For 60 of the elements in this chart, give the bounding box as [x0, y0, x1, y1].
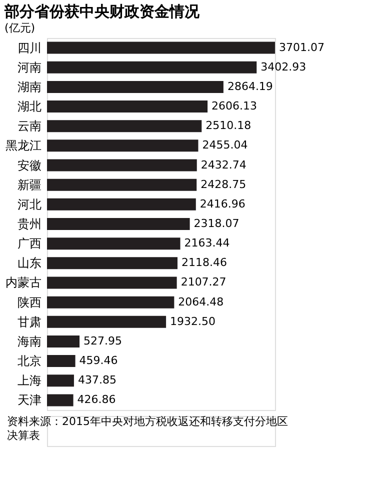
y-tick-label: 北京: [18, 354, 42, 368]
y-tick-label: 黑龙江: [6, 138, 42, 153]
data-label: 3402.93: [260, 60, 306, 74]
bar: [47, 355, 76, 368]
y-tick-label: 陕西: [18, 295, 42, 310]
data-label: 2510.18: [206, 119, 252, 132]
bar: [47, 178, 197, 191]
data-label: 2318.07: [194, 217, 240, 230]
bar: [47, 276, 177, 289]
y-tick-label: 四川: [18, 40, 42, 55]
y-tick-label: 内蒙古: [6, 276, 42, 290]
bar: [47, 218, 190, 230]
data-label: 2064.48: [178, 295, 224, 308]
bar: [47, 257, 178, 270]
data-label: 3701.07: [279, 40, 324, 54]
bar: [47, 100, 208, 113]
bar: [47, 296, 174, 308]
y-tick-label: 安徽: [18, 158, 42, 172]
y-tick-label: 甘肃: [18, 314, 42, 329]
chart-title: 部分省份获中央财政资金情况: [4, 2, 200, 20]
bar: [47, 198, 196, 210]
data-label: 459.46: [79, 354, 118, 368]
y-tick-label: 广西: [18, 236, 42, 251]
y-tick-label: 河南: [18, 60, 42, 74]
bar: [47, 316, 166, 328]
y-tick-label: 贵州: [18, 217, 42, 231]
y-tick-label: 天津: [18, 393, 42, 408]
data-label: 2428.75: [200, 178, 246, 191]
data-label: 2416.96: [200, 197, 246, 210]
y-tick-label: 湖南: [18, 80, 42, 94]
data-label: 2118.46: [182, 256, 228, 270]
data-label: 426.86: [77, 393, 116, 406]
y-tick-label: 新疆: [18, 178, 42, 192]
bar: [47, 374, 74, 387]
y-tick-label: 上海: [18, 374, 42, 388]
text: 资料来源：2015年中央对地方税收返还和转移支付分地区决算表: [7, 415, 288, 442]
bar: [47, 61, 257, 74]
bar: [47, 80, 224, 93]
bar: [47, 140, 198, 152]
y-tick-label: 海南: [18, 334, 42, 348]
data-label: 2107.27: [180, 276, 226, 289]
bar: [47, 394, 74, 406]
data-label: 2432.74: [200, 158, 246, 172]
bar: [47, 42, 275, 54]
chart-subtitle: (亿元): [4, 22, 36, 34]
data-label: 437.85: [78, 374, 116, 387]
data-label: 2455.04: [202, 138, 248, 152]
data-label: 2163.44: [184, 236, 230, 250]
bar: [47, 159, 197, 172]
y-tick-label: 河北: [18, 197, 42, 212]
y-tick-label: 山东: [18, 256, 42, 270]
bar: [47, 238, 180, 250]
y-tick-label: 云南: [18, 119, 42, 134]
data-label: 2606.13: [212, 100, 258, 113]
bar: [47, 120, 202, 132]
data-label: 527.95: [84, 334, 122, 348]
data-label: 2864.19: [227, 80, 273, 93]
y-tick-label: 湖北: [18, 100, 42, 114]
bar: [47, 335, 80, 348]
data-label: 1932.50: [170, 314, 216, 328]
